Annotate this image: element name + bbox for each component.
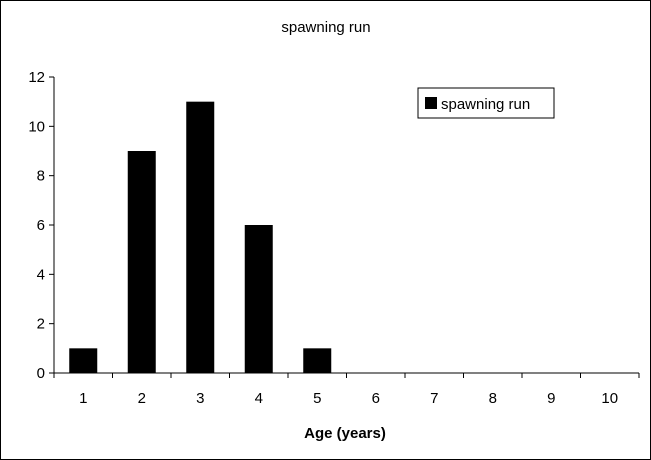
- x-tick-label: 3: [196, 390, 204, 407]
- y-tick-label: 0: [37, 365, 45, 382]
- x-tick-label: 9: [547, 390, 555, 407]
- y-tick-label: 2: [37, 316, 45, 333]
- x-tick-label: 8: [489, 390, 497, 407]
- y-tick-label: 8: [37, 168, 45, 185]
- x-tick-label: 10: [601, 390, 618, 407]
- y-tick-label: 10: [28, 118, 45, 135]
- y-tick-label: 6: [37, 217, 45, 234]
- x-tick-label: 6: [372, 390, 380, 407]
- legend-box: [417, 87, 555, 119]
- x-tick-label: 2: [138, 390, 146, 407]
- legend-label: spawning run: [441, 96, 530, 113]
- x-axis-title: Age (years): [304, 425, 386, 442]
- bar: [186, 101, 215, 374]
- x-tick-label: 5: [313, 390, 321, 407]
- bar: [244, 225, 273, 373]
- chart-title: spawning run: [281, 19, 370, 36]
- y-tick-label: 12: [28, 69, 45, 86]
- x-tick-label: 1: [79, 390, 87, 407]
- y-tick-label: 4: [37, 266, 45, 283]
- bar: [303, 348, 332, 373]
- bar: [69, 348, 98, 373]
- legend-swatch: [425, 97, 437, 109]
- bar: [127, 151, 156, 373]
- x-tick-label: 4: [255, 390, 263, 407]
- x-tick-label: 7: [430, 390, 438, 407]
- legend: spawning run: [417, 87, 555, 119]
